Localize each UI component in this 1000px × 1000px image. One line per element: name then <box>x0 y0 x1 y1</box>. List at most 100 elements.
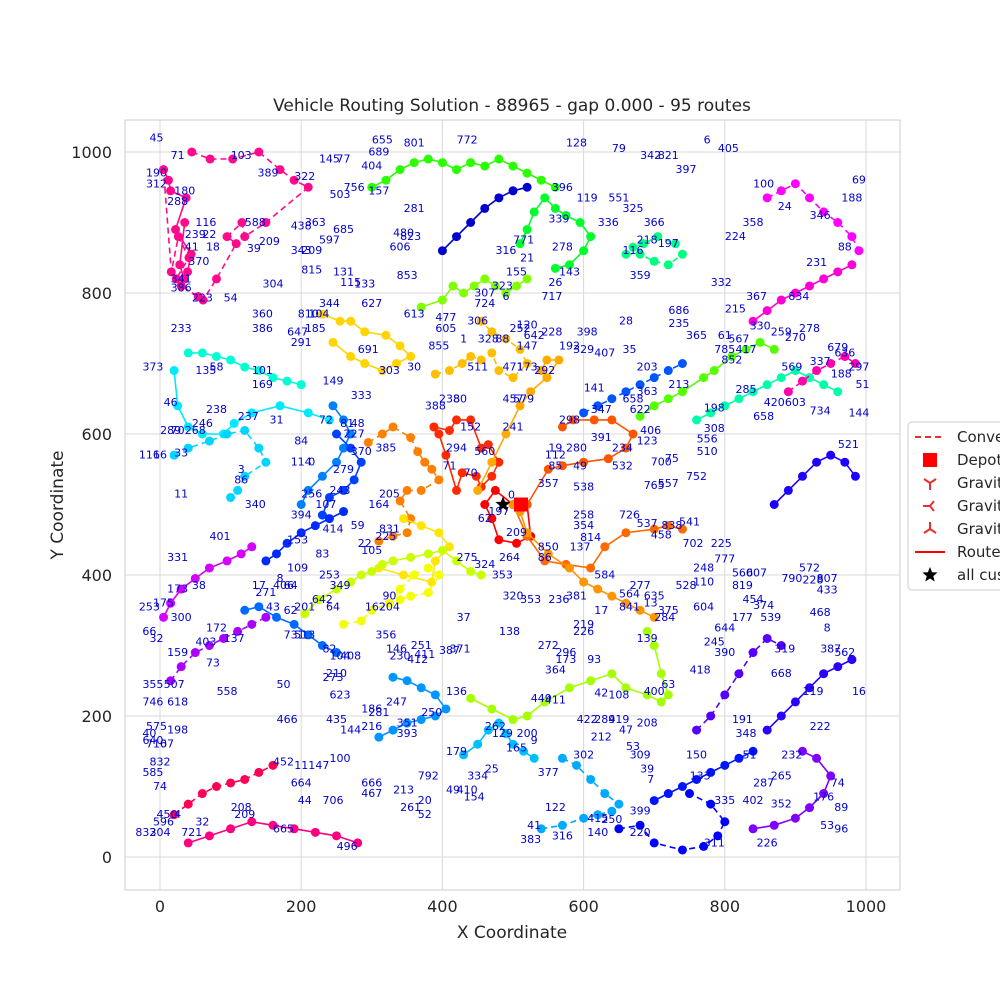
customer-point <box>826 359 836 368</box>
node-label: 83 <box>315 547 329 560</box>
x-tick-label: 600 <box>568 897 599 916</box>
node-label: 387 <box>439 644 460 657</box>
customer-point <box>289 619 299 629</box>
node-label: 3 <box>238 463 245 476</box>
legend-marker <box>929 500 935 507</box>
node-label: 717 <box>541 290 562 303</box>
node-label: 365 <box>686 329 707 342</box>
node-label: 144 <box>848 406 869 419</box>
node-label: 198 <box>704 401 725 414</box>
customer-point <box>360 359 370 368</box>
customer-point <box>663 260 673 270</box>
node-label: 42 <box>594 686 608 699</box>
legend-item: Depot <box>923 451 1000 469</box>
node-label: 201 <box>294 600 315 613</box>
customer-point <box>586 563 596 573</box>
route-39 <box>762 179 864 256</box>
node-label: 1 <box>460 332 467 345</box>
node-label: 180 <box>174 184 195 197</box>
node-label: 100 <box>753 177 774 190</box>
node-label: 123 <box>637 435 658 448</box>
node-label: 264 <box>499 551 520 564</box>
node-label: 390 <box>714 646 735 659</box>
y-tick-label: 200 <box>81 707 112 726</box>
customer-point <box>748 824 758 834</box>
node-label: 288 <box>167 195 188 208</box>
node-label: 777 <box>714 552 735 565</box>
customer-point <box>748 387 758 397</box>
node-label: 532 <box>612 459 633 472</box>
node-label: 360 <box>252 308 273 321</box>
customer-point <box>607 591 617 601</box>
node-label: 341 <box>171 272 192 285</box>
node-label: 223 <box>192 291 213 304</box>
customer-point <box>819 274 829 284</box>
node-label: 435 <box>326 713 347 726</box>
customer-point <box>423 563 433 573</box>
node-label: 658 <box>623 392 644 405</box>
node-label: 67 <box>160 738 174 751</box>
node-label: 0 <box>308 456 315 469</box>
customer-point <box>692 725 702 735</box>
node-label: 832 <box>150 755 171 768</box>
customer-point <box>512 281 522 291</box>
node-label: 120 <box>517 318 538 331</box>
customer-point <box>261 556 271 566</box>
node-label: 381 <box>566 590 587 603</box>
node-label: 623 <box>330 688 351 701</box>
node-label: 300 <box>171 611 192 624</box>
node-label: 270 <box>785 331 806 344</box>
customer-point <box>346 316 356 326</box>
node-label: 204 <box>379 600 400 613</box>
legend-item: Conve <box>915 428 1000 446</box>
customer-point <box>197 789 207 799</box>
customer-point <box>501 334 511 344</box>
customer-point <box>692 415 702 425</box>
customer-point <box>402 485 412 495</box>
customer-point <box>840 457 850 467</box>
node-label: 173 <box>167 583 188 596</box>
node-label: 387 <box>820 643 841 656</box>
legend-label: Gravit <box>957 520 1000 538</box>
legend-label: Conve <box>957 428 1000 446</box>
x-tick-label: 1000 <box>846 897 887 916</box>
customer-point <box>607 806 617 816</box>
customer-point <box>854 246 864 256</box>
customer-point <box>254 602 264 612</box>
customer-point <box>328 401 338 411</box>
node-label: 135 <box>195 364 216 377</box>
customer-point <box>233 626 243 636</box>
customer-point <box>519 746 529 756</box>
customer-point <box>427 464 437 474</box>
node-label: 64 <box>326 600 340 613</box>
customer-point <box>303 485 313 495</box>
route-9 <box>430 316 532 383</box>
customer-point <box>339 507 349 517</box>
node-label: 245 <box>704 636 725 649</box>
node-label: 22 <box>358 537 372 550</box>
node-label: 246 <box>192 417 213 430</box>
node-label: 807 <box>817 572 838 585</box>
customer-point <box>466 566 476 576</box>
node-label: 226 <box>573 625 594 638</box>
legend-marker <box>922 567 938 582</box>
customer-point <box>332 648 341 658</box>
customer-point <box>639 239 649 249</box>
customer-point <box>367 566 377 576</box>
customer-point <box>356 457 366 467</box>
node-label: 386 <box>171 282 192 295</box>
customer-point <box>402 676 412 686</box>
node-label: 772 <box>457 134 478 147</box>
customer-point <box>261 457 271 467</box>
customer-point <box>833 387 843 397</box>
y-tick-label: 0 <box>102 848 112 867</box>
node-label: 39 <box>247 242 261 255</box>
customer-point <box>416 715 426 725</box>
node-label: 111 <box>294 759 315 772</box>
customer-point <box>423 154 433 164</box>
node-label: 81 <box>340 417 354 430</box>
node-label: 17 <box>252 579 266 592</box>
customer-point <box>713 831 723 841</box>
customer-point <box>271 612 281 622</box>
customer-point <box>466 158 476 168</box>
